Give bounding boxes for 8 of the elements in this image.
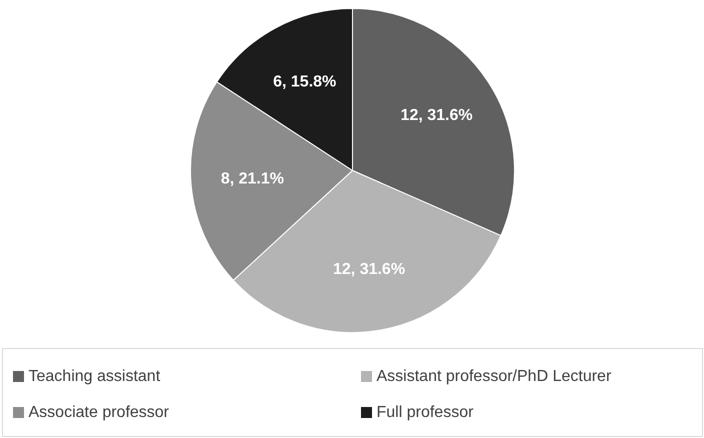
data-label: 12, 31.6%: [400, 107, 473, 124]
data-label: 6, 15.8%: [273, 74, 336, 91]
data-label: 12, 31.6%: [333, 261, 406, 278]
legend-label: Full professor: [376, 404, 474, 421]
legend-label: Teaching assistant: [28, 368, 161, 385]
data-label: 8, 21.1%: [220, 170, 284, 188]
legend-label: Associate professor: [28, 404, 170, 421]
legend-label: Assistant professor/PhD Lecturer: [376, 368, 612, 385]
